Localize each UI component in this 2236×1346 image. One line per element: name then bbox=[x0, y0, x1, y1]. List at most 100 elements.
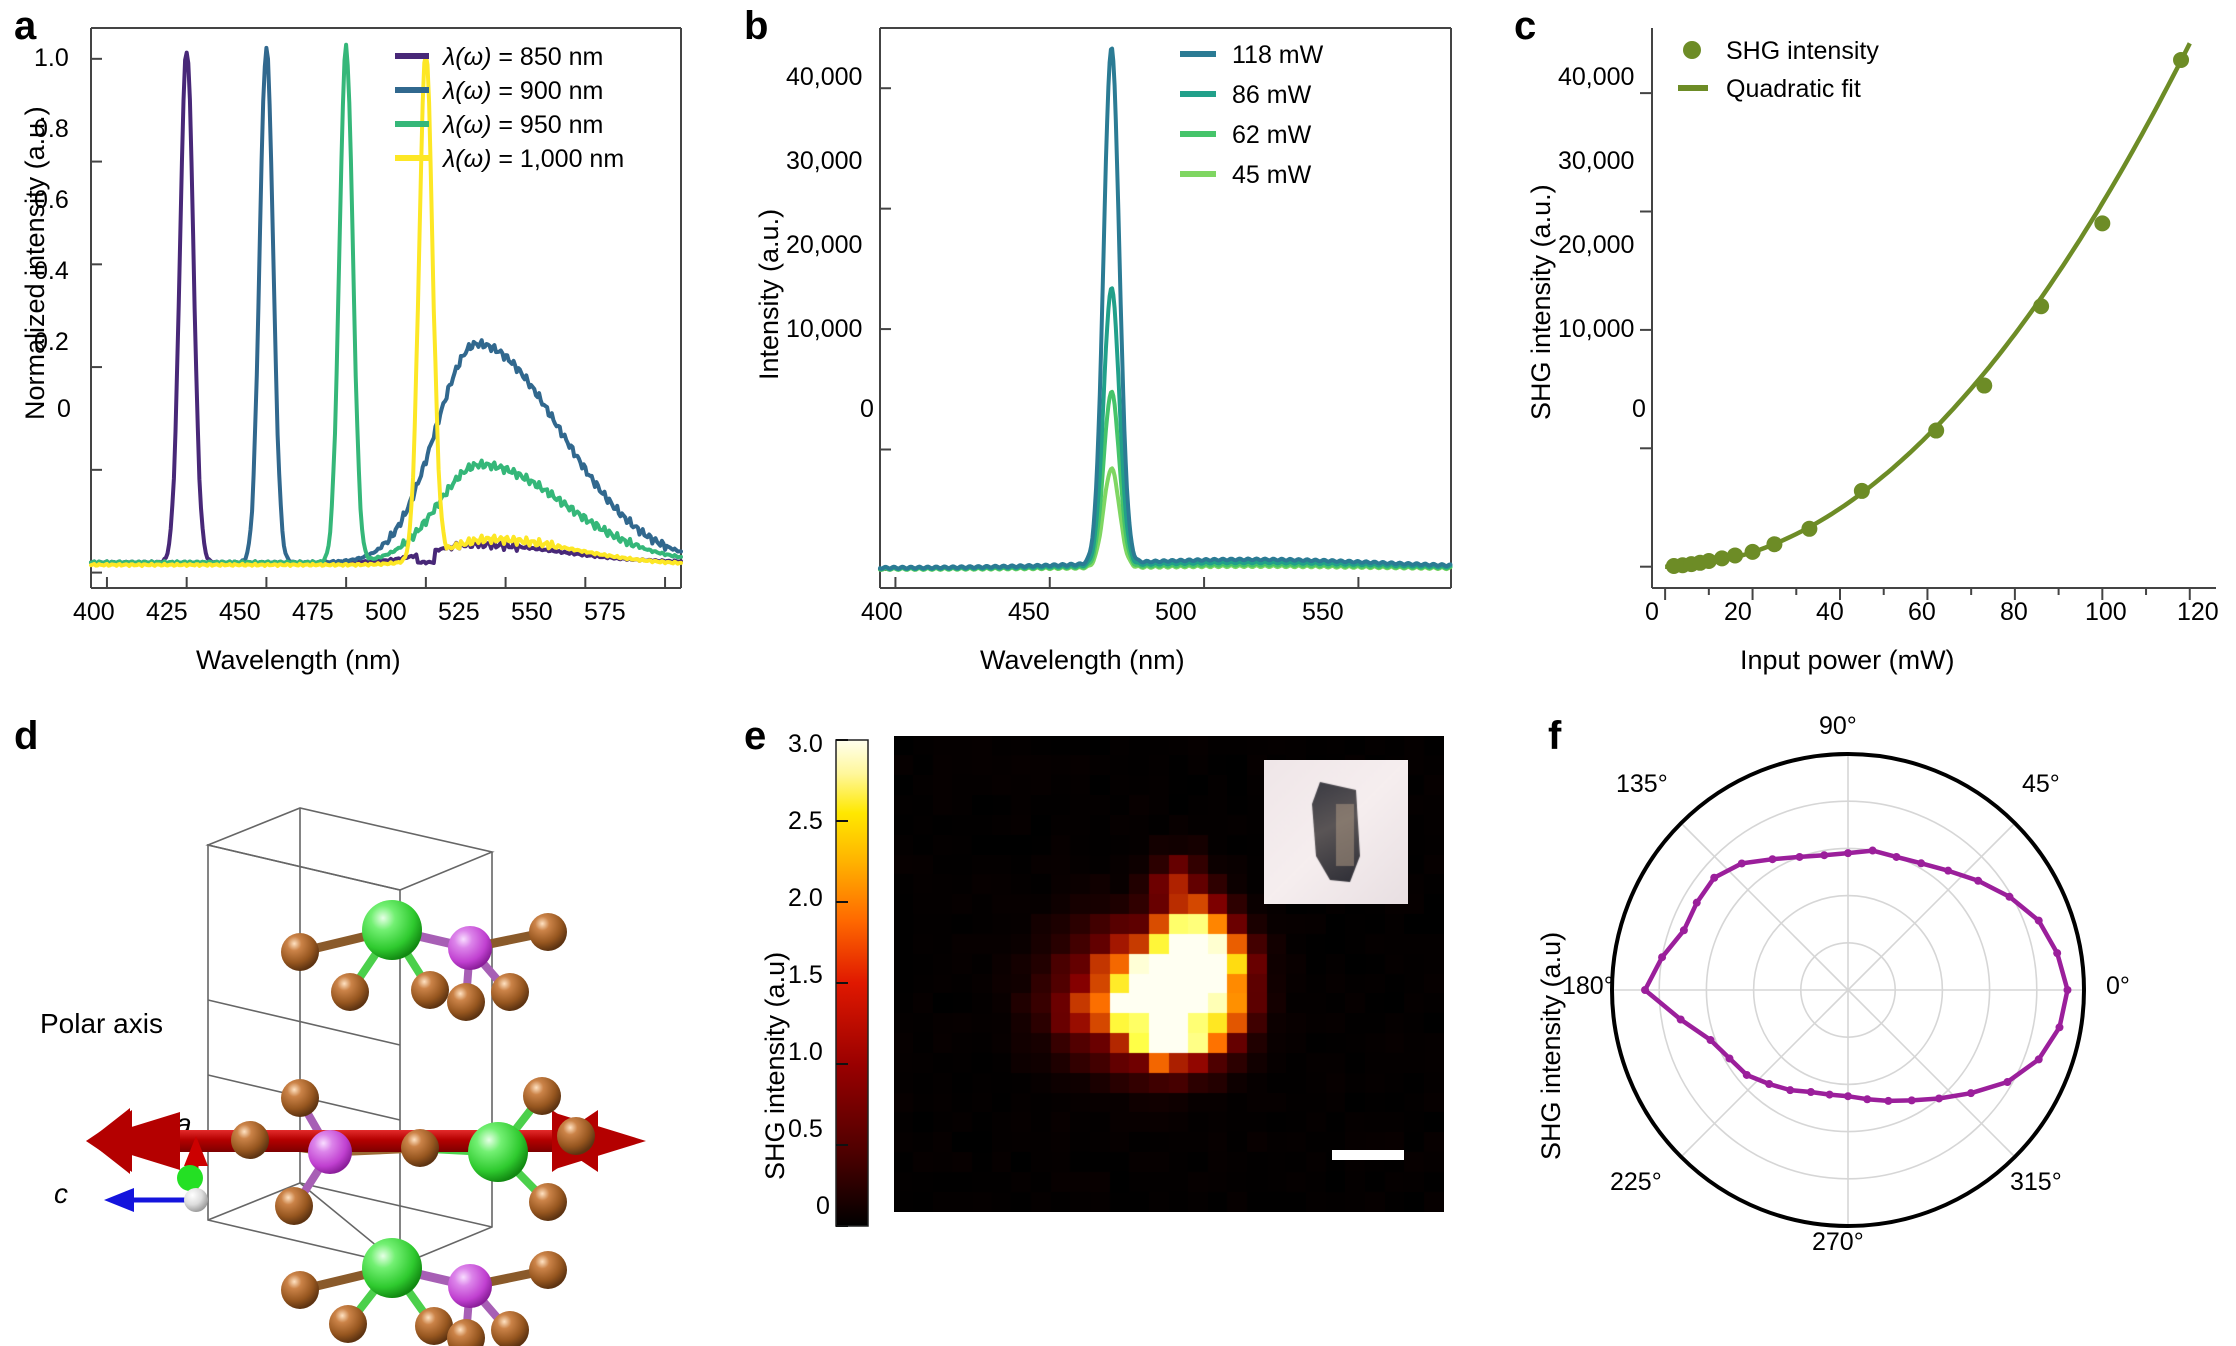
unit-cell-wireframe bbox=[205, 807, 495, 1267]
svg-text:118 mW: 118 mW bbox=[1232, 41, 1324, 69]
atom-brown bbox=[529, 1183, 567, 1221]
panel-b-ytick-4: 40,000 bbox=[786, 63, 863, 91]
panel-e-shg-map bbox=[894, 736, 1444, 1212]
panel-e-cbar-tick-2: 1.0 bbox=[788, 1038, 823, 1066]
panel-d-label: d bbox=[14, 714, 39, 758]
atom-brown bbox=[231, 1121, 269, 1159]
svg-text:86 mW: 86 mW bbox=[1232, 81, 1312, 109]
panel-b-ytick-0: 0 bbox=[860, 395, 874, 423]
panel-a-ytick-4: 0.8 bbox=[34, 115, 69, 143]
atom-brown bbox=[523, 1077, 561, 1115]
atom-brown bbox=[331, 973, 369, 1011]
panel-a-xtick-1: 425 bbox=[146, 598, 188, 626]
atom-brown bbox=[281, 1271, 319, 1309]
panel-a-xtick-0: 400 bbox=[73, 598, 115, 626]
panel-c-xtick-5: 100 bbox=[2085, 598, 2127, 626]
panel-b-xtick-1: 450 bbox=[1008, 598, 1050, 626]
panel-b-plot bbox=[878, 27, 1453, 589]
panel-b-ytick-3: 30,000 bbox=[786, 147, 863, 175]
atom-brown bbox=[281, 933, 319, 971]
panel-b-xtick-3: 550 bbox=[1302, 598, 1344, 626]
panel-e-cbar-tick-0: 0 bbox=[816, 1192, 830, 1220]
panel-e-cbar-tick-5: 2.5 bbox=[788, 807, 823, 835]
svg-text:λ(ω) = 900 nm: λ(ω) = 900 nm bbox=[441, 77, 603, 105]
panel-b-label: b bbox=[744, 4, 769, 48]
atom-brown bbox=[491, 1311, 529, 1346]
panel-f-polar-plot bbox=[1610, 752, 2086, 1228]
panel-a-legend: λ(ω) = 850 nm λ(ω) = 900 nm λ(ω) = 950 nm λ… bbox=[395, 43, 624, 173]
panel-e-cbar-tick-4: 2.0 bbox=[788, 884, 823, 912]
svg-text:λ(ω) = 1,000 nm: λ(ω) = 1,000 nm bbox=[441, 145, 624, 173]
panel-c-ytick-0: 0 bbox=[1632, 395, 1646, 423]
panel-c-xtick-6: 120 bbox=[2177, 598, 2219, 626]
panel-a-ytick-1: 0.2 bbox=[34, 328, 69, 356]
panel-c-xtick-0: 0 bbox=[1645, 598, 1659, 626]
svg-text:Quadratic fit: Quadratic fit bbox=[1726, 75, 1861, 103]
atom-magenta bbox=[448, 926, 492, 970]
panel-d-polar-axis-label: Polar axis bbox=[40, 1008, 163, 1039]
panel-b-xtick-0: 400 bbox=[861, 598, 903, 626]
panel-e-colorbar-label: SHG intensity (a.u) bbox=[760, 951, 790, 1180]
panel-b-ytick-2: 20,000 bbox=[786, 231, 863, 259]
atom-green bbox=[362, 1238, 422, 1298]
panel-c-xtick-2: 40 bbox=[1816, 598, 1844, 626]
panel-d-axis-c-label: c bbox=[54, 1178, 68, 1209]
axis-indicator bbox=[104, 1136, 208, 1212]
panel-a-xtick-3: 475 bbox=[292, 598, 334, 626]
panel-c-ytick-2: 20,000 bbox=[1558, 231, 1635, 259]
panel-a-plot bbox=[89, 27, 683, 589]
panel-a-xtick-7: 575 bbox=[584, 598, 626, 626]
panel-f-angle-315: 315° bbox=[2010, 1168, 2062, 1196]
atom-brown bbox=[411, 971, 449, 1009]
panel-c-xtick-1: 20 bbox=[1724, 598, 1752, 626]
panel-d: d Polar axis a c bbox=[0, 700, 700, 1346]
panel-a-xtick-5: 525 bbox=[438, 598, 480, 626]
panel-c-ytick-4: 40,000 bbox=[1558, 63, 1635, 91]
panel-c-xtick-3: 60 bbox=[1908, 598, 1936, 626]
panel-e-colorbar bbox=[835, 739, 869, 1227]
atom-magenta bbox=[448, 1264, 492, 1308]
structure-atoms bbox=[231, 900, 595, 1346]
panel-a-xtick-2: 450 bbox=[219, 598, 261, 626]
panel-e-inset-micrograph bbox=[1264, 760, 1408, 904]
panel-c-ytick-1: 10,000 bbox=[1558, 315, 1635, 343]
atom-green bbox=[362, 900, 422, 960]
panel-e-cbar-tick-3: 1.5 bbox=[788, 961, 823, 989]
atom-brown bbox=[281, 1079, 319, 1117]
panel-b: b Intensity (a.u.) Wavelength (nm) 0 10,… bbox=[730, 0, 1470, 680]
panel-a-ytick-0: 0 bbox=[57, 395, 71, 423]
panel-b-xtick-2: 500 bbox=[1155, 598, 1197, 626]
panel-a-ytick-5: 1.0 bbox=[34, 44, 69, 72]
atom-brown bbox=[529, 913, 567, 951]
panel-b-ytick-1: 10,000 bbox=[786, 315, 863, 343]
panel-e-scalebar bbox=[1332, 1150, 1404, 1160]
panel-a-label: a bbox=[14, 4, 37, 48]
panel-f-angle-0: 0° bbox=[2106, 972, 2130, 1000]
svg-text:λ(ω) = 850 nm: λ(ω) = 850 nm bbox=[441, 43, 603, 71]
panel-b-xlabel: Wavelength (nm) bbox=[980, 645, 1185, 675]
panel-e-cbar-tick-1: 0.5 bbox=[788, 1115, 823, 1143]
panel-c: c SHG intensity (a.u.) Input power (mW) … bbox=[1500, 0, 2236, 680]
panel-f-angle-90: 90° bbox=[1819, 712, 1857, 740]
atom-brown bbox=[447, 983, 485, 1021]
panel-a: a Normalized intensity (a.u.) Wavelength… bbox=[0, 0, 700, 680]
svg-text:62 mW: 62 mW bbox=[1232, 121, 1312, 149]
panel-c-xlabel: Input power (mW) bbox=[1740, 645, 1955, 675]
panel-e-cbar-tick-6: 3.0 bbox=[788, 730, 823, 758]
panel-f-angle-180: 180° bbox=[1562, 972, 1614, 1000]
panel-f-angle-225: 225° bbox=[1610, 1168, 1662, 1196]
panel-c-xtick-4: 80 bbox=[2000, 598, 2028, 626]
panel-f-angle-270: 270° bbox=[1812, 1228, 1864, 1256]
panel-f-label: f bbox=[1548, 714, 1562, 758]
svg-text:45 mW: 45 mW bbox=[1232, 161, 1312, 189]
atom-brown bbox=[401, 1129, 439, 1167]
panel-a-ytick-3: 0.6 bbox=[34, 186, 69, 214]
atom-magenta bbox=[308, 1130, 352, 1174]
panel-a-xtick-6: 550 bbox=[511, 598, 553, 626]
svg-text:SHG intensity: SHG intensity bbox=[1726, 37, 1879, 65]
panel-c-legend: SHG intensity Quadratic fit bbox=[1678, 37, 1879, 103]
panel-c-label: c bbox=[1514, 4, 1537, 48]
panel-a-xlabel: Wavelength (nm) bbox=[196, 645, 401, 675]
panel-c-ytick-3: 30,000 bbox=[1558, 147, 1635, 175]
atom-brown bbox=[557, 1117, 595, 1155]
